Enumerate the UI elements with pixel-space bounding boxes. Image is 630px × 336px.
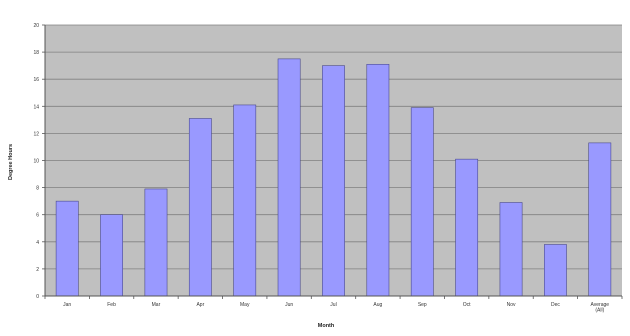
x-tick-label: Apr xyxy=(196,302,204,308)
x-tick-label: Feb xyxy=(107,302,116,308)
bars xyxy=(55,58,612,297)
bar-mar xyxy=(144,188,168,297)
y-tick-label: 10 xyxy=(33,159,39,165)
y-axis-title: Degree Hours xyxy=(8,144,14,180)
bar-average-all xyxy=(588,142,612,297)
y-tick-label: 0 xyxy=(36,294,39,300)
bar-nov xyxy=(499,202,523,297)
y-tick-label: 2 xyxy=(36,267,39,273)
x-tick-label: May xyxy=(240,302,250,308)
bar-jul xyxy=(322,65,345,297)
x-tick-labels: Jan Feb Mar Apr May Jun Jul Aug Sep Oct Nov Dec Aver… xyxy=(44,296,623,314)
x-tick-label: Sep xyxy=(418,302,427,308)
x-tick-label: Jan xyxy=(63,302,71,308)
y-tick-label: 4 xyxy=(36,240,39,246)
x-tick-label: Nov xyxy=(507,302,516,308)
x-tick-label: Jul xyxy=(330,302,336,308)
y-tick-label: 6 xyxy=(36,213,39,219)
x-tick-label: Mar xyxy=(152,302,161,308)
y-tick-label: 8 xyxy=(36,186,39,192)
bar-dec xyxy=(544,244,567,297)
x-tick-label: Dec xyxy=(551,302,560,308)
y-tick-label: 12 xyxy=(33,131,39,137)
bar-may xyxy=(233,104,257,297)
y-tick-label: 20 xyxy=(33,23,39,29)
x-tick-label: Average (All) xyxy=(591,302,610,314)
y-tick-label: 14 xyxy=(33,104,39,110)
bar-sep xyxy=(410,107,434,297)
bar-aug xyxy=(366,63,390,297)
bar-jan xyxy=(55,200,79,297)
bar-apr xyxy=(188,118,212,297)
y-tick-label: 16 xyxy=(33,77,39,83)
bar-jun xyxy=(277,58,301,297)
x-tick-label: Jun xyxy=(285,302,293,308)
y-tick-label: 18 xyxy=(33,50,39,56)
x-axis-title: Month xyxy=(318,323,335,329)
bar-feb xyxy=(100,214,123,297)
bar-oct xyxy=(455,158,479,297)
y-tick-labels: 0 2 4 6 8 10 12 14 16 18 20 xyxy=(33,23,45,300)
x-tick-label: Aug xyxy=(373,302,382,308)
x-tick-label: Oct xyxy=(463,302,471,308)
